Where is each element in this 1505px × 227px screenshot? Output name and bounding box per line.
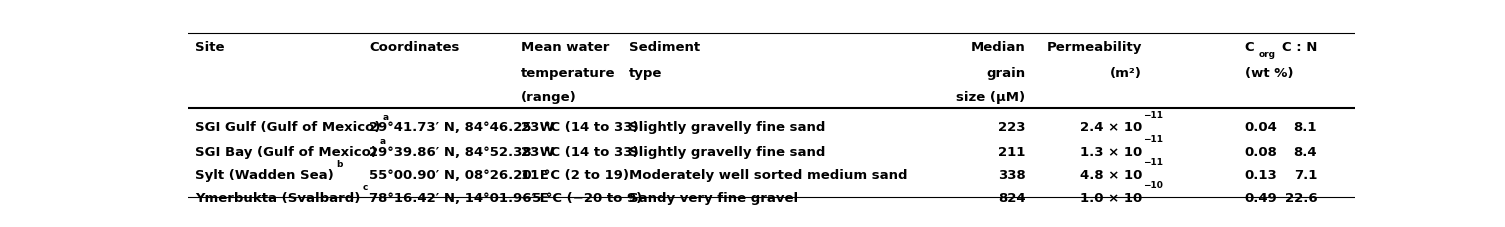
Text: 2.4 × 10: 2.4 × 10 — [1081, 121, 1142, 134]
Text: grain: grain — [986, 67, 1025, 79]
Text: 23 °C (14 to 33): 23 °C (14 to 33) — [521, 121, 638, 134]
Text: c: c — [363, 182, 369, 191]
Text: 78°16.42′ N, 14°01.96′ E: 78°16.42′ N, 14°01.96′ E — [369, 191, 549, 204]
Text: Permeability: Permeability — [1047, 41, 1142, 54]
Text: temperature: temperature — [521, 67, 616, 79]
Text: Sylt (Wadden Sea): Sylt (Wadden Sea) — [196, 168, 334, 181]
Text: 8.4: 8.4 — [1294, 145, 1317, 158]
Text: 29°41.73′ N, 84°46.25′ W: 29°41.73′ N, 84°46.25′ W — [369, 121, 554, 134]
Text: −11: −11 — [1144, 158, 1163, 166]
Text: 0.08: 0.08 — [1245, 145, 1278, 158]
Text: 0.04: 0.04 — [1245, 121, 1278, 134]
Text: Ymerbukta (Svalbard): Ymerbukta (Svalbard) — [196, 191, 361, 204]
Text: 22.6: 22.6 — [1285, 191, 1317, 204]
Text: a: a — [382, 112, 390, 121]
Text: Sediment: Sediment — [629, 41, 700, 54]
Text: 338: 338 — [998, 168, 1025, 181]
Text: Slightly gravelly fine sand: Slightly gravelly fine sand — [629, 121, 825, 134]
Text: Mean water: Mean water — [521, 41, 610, 54]
Text: Site: Site — [196, 41, 224, 54]
Text: SGI Bay (Gulf of Mexico): SGI Bay (Gulf of Mexico) — [196, 145, 378, 158]
Text: −5 °C (−20 to 9): −5 °C (−20 to 9) — [521, 191, 641, 204]
Text: 0.49: 0.49 — [1245, 191, 1278, 204]
Text: 1.0 × 10: 1.0 × 10 — [1081, 191, 1142, 204]
Text: 1.3 × 10: 1.3 × 10 — [1081, 145, 1142, 158]
Text: −11: −11 — [1144, 135, 1163, 144]
Text: 211: 211 — [998, 145, 1025, 158]
Text: 55°00.90′ N, 08°26.20′ E: 55°00.90′ N, 08°26.20′ E — [369, 168, 549, 181]
Text: size (μM): size (μM) — [957, 91, 1025, 104]
Text: 4.8 × 10: 4.8 × 10 — [1081, 168, 1142, 181]
Text: 223: 223 — [998, 121, 1025, 134]
Text: (m²): (m²) — [1111, 67, 1142, 79]
Text: (wt %): (wt %) — [1245, 67, 1293, 79]
Text: Coordinates: Coordinates — [369, 41, 459, 54]
Text: org: org — [1258, 50, 1276, 59]
Text: C: C — [1245, 41, 1255, 54]
Text: Median: Median — [971, 41, 1025, 54]
Text: Sandy very fine gravel: Sandy very fine gravel — [629, 191, 798, 204]
Text: 7.1: 7.1 — [1294, 168, 1317, 181]
Text: SGI Gulf (Gulf of Mexico): SGI Gulf (Gulf of Mexico) — [196, 121, 381, 134]
Text: type: type — [629, 67, 662, 79]
Text: 11 °C (2 to 19): 11 °C (2 to 19) — [521, 168, 629, 181]
Text: 824: 824 — [998, 191, 1025, 204]
Text: −10: −10 — [1144, 180, 1163, 189]
Text: b: b — [336, 159, 343, 168]
Text: C : N: C : N — [1282, 41, 1317, 54]
Text: a: a — [379, 136, 385, 146]
Text: −11: −11 — [1144, 110, 1163, 119]
Text: 29°39.86′ N, 84°52.38′ W: 29°39.86′ N, 84°52.38′ W — [369, 145, 554, 158]
Text: (range): (range) — [521, 91, 576, 104]
Text: 0.13: 0.13 — [1245, 168, 1278, 181]
Text: 8.1: 8.1 — [1294, 121, 1317, 134]
Text: Slightly gravelly fine sand: Slightly gravelly fine sand — [629, 145, 825, 158]
Text: Moderately well sorted medium sand: Moderately well sorted medium sand — [629, 168, 908, 181]
Text: 23 °C (14 to 33): 23 °C (14 to 33) — [521, 145, 638, 158]
